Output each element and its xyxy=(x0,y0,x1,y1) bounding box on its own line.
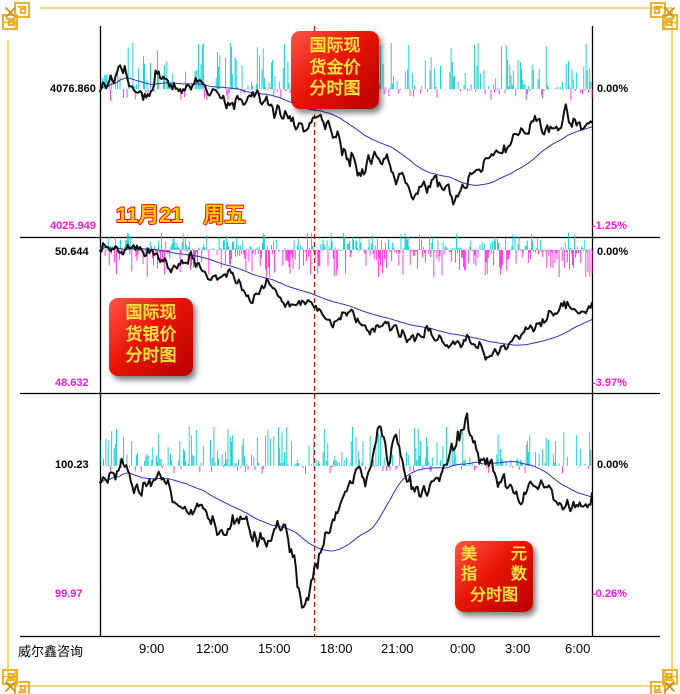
svg-text:11月21 周五: 11月21 周五 xyxy=(116,204,246,227)
